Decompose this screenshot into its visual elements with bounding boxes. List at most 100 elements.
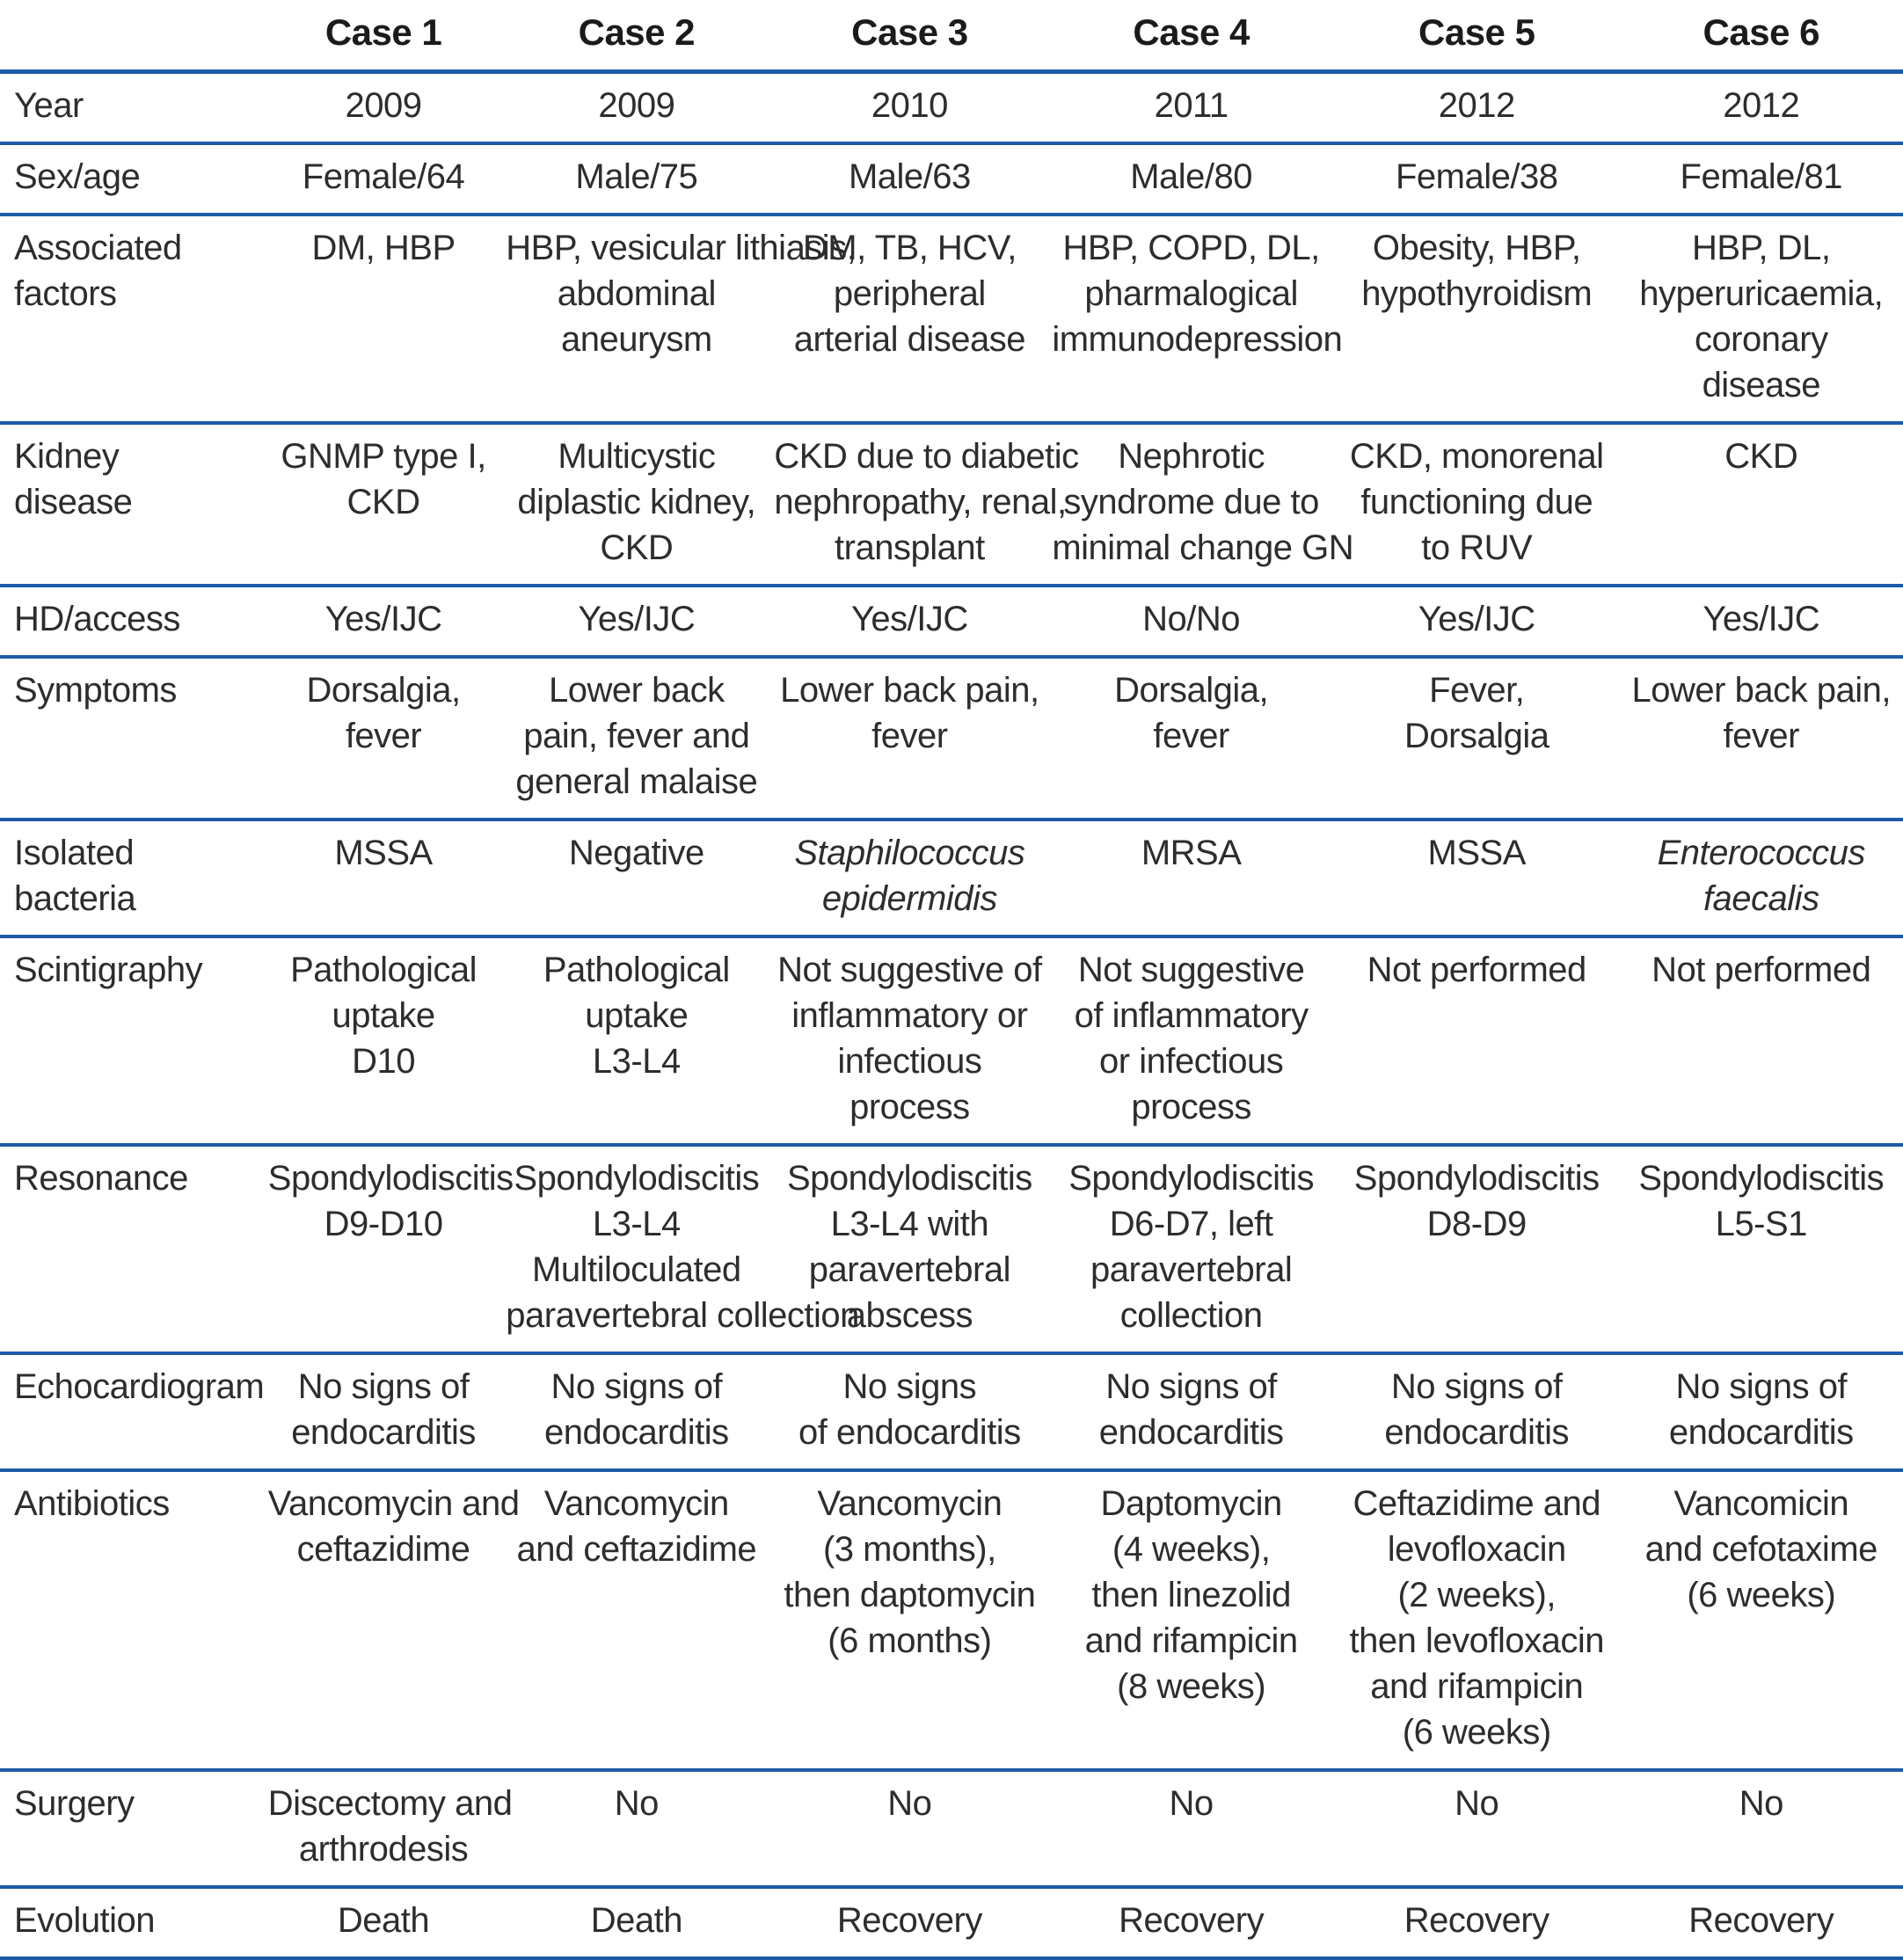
- cell-associated-factors-case-6: HBP, DL, hyperuricaemia, coronary diseas…: [1619, 214, 1903, 425]
- table-row-resonance: Resonance Spondylodiscitis D9-D10 Spondylo…: [0, 1144, 1903, 1355]
- cell-resonance-case-4: Spondylodiscitis D6-D7, left paravertebr…: [1048, 1144, 1334, 1355]
- cell-echocardiogram-case-4: No signs of endocarditis: [1048, 1352, 1334, 1472]
- cell-hd-access-case-3: Yes/IJC: [770, 585, 1049, 659]
- cell-hd-access-case-2: Yes/IJC: [502, 585, 771, 659]
- cell-kidney-disease-case-2: Multicystic diplastic kidney, CKD: [502, 422, 771, 587]
- cell-antibiotics-case-3: Vancomycin (3 months), then daptomycin (…: [770, 1469, 1049, 1772]
- cell-sex-age-case-2: Male/75: [502, 142, 771, 216]
- cell-kidney-disease-case-3: CKD due to diabetic nephropathy, renal, …: [770, 422, 1079, 587]
- table-row-kidney-disease: Kidney disease GNMP type I, CKD Multicysti…: [0, 422, 1903, 587]
- column-header-case-4: Case 4: [1048, 0, 1334, 74]
- cell-associated-factors-case-2: HBP, vesicular lithiasis, abdominal aneu…: [502, 214, 857, 425]
- table-row-symptoms: Symptoms Dorsalgia, fever Lower back pain,…: [0, 656, 1903, 821]
- cell-sex-age-case-6: Female/81: [1619, 142, 1903, 216]
- cell-resonance-case-5: Spondylodiscitis D8-D9: [1333, 1144, 1620, 1355]
- table-row-isolated-bacteria: Isolated bacteria MSSA Negative Staphilococ…: [0, 819, 1903, 938]
- row-label-evolution: Evolution: [0, 1886, 265, 1960]
- cell-surgery-case-2: No: [502, 1769, 771, 1889]
- cell-scintigraphy-case-3: Not suggestive of inflammatory or infect…: [770, 936, 1049, 1147]
- row-label-symptoms: Symptoms: [0, 656, 265, 821]
- table-row-scintigraphy: Scintigraphy Pathological uptake D10 Patho…: [0, 936, 1903, 1147]
- cell-sex-age-case-3: Male/63: [770, 142, 1049, 216]
- cell-surgery-case-3: No: [770, 1769, 1049, 1889]
- cell-hd-access-case-6: Yes/IJC: [1619, 585, 1903, 659]
- row-label-associated-factors: Associated factors: [0, 214, 265, 425]
- table-row-evolution: Evolution Death Death Recovery Recovery Recov…: [0, 1886, 1903, 1960]
- cell-hd-access-case-5: Yes/IJC: [1333, 585, 1620, 659]
- cell-antibiotics-case-6: Vancomicin and cefotaxime (6 weeks): [1619, 1469, 1903, 1772]
- cell-evolution-case-3: Recovery: [770, 1886, 1049, 1960]
- column-header-case-2: Case 2: [502, 0, 771, 74]
- cell-associated-factors-case-3: DM, TB, HCV, peripheral arterial disease: [770, 214, 1049, 425]
- table-body: Year 2009 2009 2010 2011 2012 2012 Sex/age Femal…: [0, 71, 1903, 1960]
- cell-isolated-bacteria-case-3: Staphilococcus epidermidis: [770, 819, 1049, 938]
- table-row-hd-access: HD/access Yes/IJC Yes/IJC Yes/IJC No/No Yes/I…: [0, 585, 1903, 659]
- cell-symptoms-case-1: Dorsalgia, fever: [264, 656, 503, 821]
- cell-antibiotics-case-1: Vancomycin and ceftazidime: [264, 1469, 520, 1772]
- cell-scintigraphy-case-1: Pathological uptake D10: [264, 936, 503, 1147]
- cell-year-case-2: 2009: [502, 71, 771, 145]
- cell-antibiotics-case-5: Ceftazidime and levofloxacin (2 weeks), …: [1333, 1469, 1620, 1772]
- row-label-kidney-disease: Kidney disease: [0, 422, 265, 587]
- cell-evolution-case-1: Death: [264, 1886, 503, 1960]
- cell-antibiotics-case-2: Vancomycin and ceftazidime: [502, 1469, 771, 1772]
- cell-isolated-bacteria-case-1: MSSA: [264, 819, 503, 938]
- column-header-case-5: Case 5: [1333, 0, 1620, 74]
- cell-scintigraphy-case-6: Not performed: [1619, 936, 1903, 1147]
- row-label-echocardiogram: Echocardiogram: [0, 1352, 265, 1472]
- cell-hd-access-case-4: No/No: [1048, 585, 1334, 659]
- cell-year-case-1: 2009: [264, 71, 503, 145]
- cell-year-case-3: 2010: [770, 71, 1049, 145]
- cell-symptoms-case-4: Dorsalgia, fever: [1048, 656, 1334, 821]
- cell-sex-age-case-5: Female/38: [1333, 142, 1620, 216]
- cell-hd-access-case-1: Yes/IJC: [264, 585, 503, 659]
- cell-associated-factors-case-1: DM, HBP: [264, 214, 503, 425]
- table-row-year: Year 2009 2009 2010 2011 2012 2012: [0, 71, 1903, 145]
- cell-kidney-disease-case-6: CKD: [1619, 422, 1903, 587]
- cell-surgery-case-5: No: [1333, 1769, 1620, 1889]
- cell-evolution-case-4: Recovery: [1048, 1886, 1334, 1960]
- row-label-surgery: Surgery: [0, 1769, 265, 1889]
- cell-scintigraphy-case-4: Not suggestive of inflammatory or infect…: [1048, 936, 1334, 1147]
- cell-associated-factors-case-4: HBP, COPD, DL, pharmalogical immunodepre…: [1048, 214, 1343, 425]
- row-label-sex-age: Sex/age: [0, 142, 265, 216]
- table-row-surgery: Surgery Discectomy and arthrodesis No No No N…: [0, 1769, 1903, 1889]
- row-label-isolated-bacteria: Isolated bacteria: [0, 819, 265, 938]
- cell-isolated-bacteria-case-4: MRSA: [1048, 819, 1334, 938]
- cell-resonance-case-6: Spondylodiscitis L5-S1: [1619, 1144, 1903, 1355]
- cell-symptoms-case-3: Lower back pain, fever: [770, 656, 1049, 821]
- cell-antibiotics-case-4: Daptomycin (4 weeks), then linezolid and…: [1048, 1469, 1334, 1772]
- cell-surgery-case-6: No: [1619, 1769, 1903, 1889]
- cell-resonance-case-3: Spondylodiscitis L3-L4 with paravertebra…: [770, 1144, 1049, 1355]
- table-header: Case 1 Case 2 Case 3 Case 4 Case 5 Case 6: [0, 0, 1903, 74]
- table-row-antibiotics: Antibiotics Vancomycin and ceftazidime Van…: [0, 1469, 1903, 1772]
- cell-surgery-case-1: Discectomy and arthrodesis: [264, 1769, 513, 1889]
- header-row: Case 1 Case 2 Case 3 Case 4 Case 5 Case 6: [0, 0, 1903, 74]
- cell-symptoms-case-6: Lower back pain, fever: [1619, 656, 1903, 821]
- cell-year-case-4: 2011: [1048, 71, 1334, 145]
- cell-resonance-case-1: Spondylodiscitis D9-D10: [264, 1144, 514, 1355]
- cell-evolution-case-2: Death: [502, 1886, 771, 1960]
- row-label-resonance: Resonance: [0, 1144, 265, 1355]
- cell-echocardiogram-case-1: No signs of endocarditis: [264, 1352, 503, 1472]
- cell-kidney-disease-case-1: GNMP type I, CKD: [264, 422, 503, 587]
- cell-surgery-case-4: No: [1048, 1769, 1334, 1889]
- row-label-scintigraphy: Scintigraphy: [0, 936, 265, 1147]
- cell-echocardiogram-case-3: No signs of endocarditis: [770, 1352, 1049, 1472]
- table-row-echocardiogram: Echocardiogram No signs of endocarditis No…: [0, 1352, 1903, 1472]
- cell-isolated-bacteria-case-2: Negative: [502, 819, 771, 938]
- cell-year-case-6: 2012: [1619, 71, 1903, 145]
- cell-associated-factors-case-5: Obesity, HBP, hypothyroidism: [1333, 214, 1620, 425]
- column-header-case-6: Case 6: [1619, 0, 1903, 74]
- table-row-associated-factors: Associated factors DM, HBP HBP, vesicular …: [0, 214, 1903, 425]
- table-corner-cell: [0, 0, 265, 74]
- cell-echocardiogram-case-6: No signs of endocarditis: [1619, 1352, 1903, 1472]
- column-header-case-3: Case 3: [770, 0, 1049, 74]
- cell-evolution-case-6: Recovery: [1619, 1886, 1903, 1960]
- cell-year-case-5: 2012: [1333, 71, 1620, 145]
- cell-evolution-case-5: Recovery: [1333, 1886, 1620, 1960]
- cell-isolated-bacteria-case-6: Enterococcus faecalis: [1619, 819, 1903, 938]
- row-label-hd-access: HD/access: [0, 585, 265, 659]
- row-label-antibiotics: Antibiotics: [0, 1469, 265, 1772]
